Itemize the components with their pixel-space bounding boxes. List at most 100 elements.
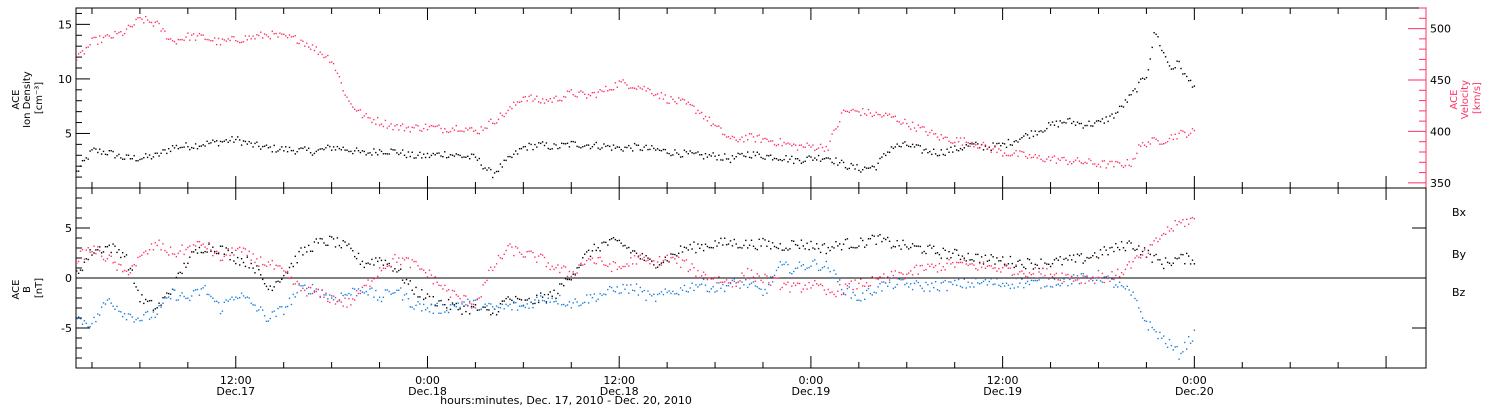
data-point (810, 156, 812, 158)
data-point (871, 294, 873, 296)
data-point (603, 143, 605, 145)
data-point (576, 96, 578, 98)
data-point (948, 251, 950, 253)
data-point (288, 146, 291, 149)
data-point (946, 136, 948, 139)
data-point (423, 298, 425, 301)
data-point (607, 144, 609, 147)
data-point (1115, 160, 1117, 163)
data-point (91, 251, 93, 253)
data-point (499, 257, 502, 259)
data-point (626, 284, 628, 286)
data-point (984, 145, 987, 147)
data-point (743, 155, 745, 157)
data-point (1005, 265, 1008, 267)
data-point (296, 292, 298, 294)
data-point (102, 36, 105, 39)
data-point (1178, 220, 1180, 223)
y2-tick-label: 350 (1430, 177, 1451, 190)
data-point (850, 280, 852, 282)
data-point (308, 147, 310, 149)
data-point (453, 155, 456, 157)
data-point (1124, 268, 1127, 270)
data-point (446, 157, 448, 159)
data-point (852, 164, 854, 166)
data-point (177, 272, 179, 274)
data-point (166, 152, 168, 155)
data-point (662, 148, 665, 151)
data-point (856, 110, 858, 112)
data-point (927, 245, 929, 247)
data-point (898, 121, 900, 123)
data-point (988, 265, 990, 267)
data-point (931, 129, 933, 132)
data-point (1168, 230, 1171, 232)
data-point (248, 267, 250, 269)
data-point (915, 144, 918, 146)
data-point (704, 153, 707, 155)
data-point (936, 136, 939, 138)
data-point (557, 292, 559, 295)
data-point (601, 242, 603, 244)
data-point (116, 269, 118, 271)
data-point (998, 148, 1000, 150)
data-point (1111, 246, 1113, 249)
data-point (164, 297, 166, 299)
data-point (612, 261, 615, 263)
data-point (992, 148, 994, 150)
data-point (1053, 124, 1056, 126)
data-point (944, 279, 946, 282)
data-point (1097, 257, 1100, 259)
data-point (938, 139, 941, 141)
data-point (150, 299, 153, 302)
data-point (829, 140, 831, 142)
data-point (373, 278, 375, 280)
data-point (783, 282, 785, 285)
data-point (87, 258, 89, 261)
data-point (273, 144, 275, 147)
data-point (520, 299, 523, 301)
data-point (438, 124, 440, 126)
data-point (854, 247, 856, 249)
data-point (1159, 238, 1161, 240)
data-point (522, 304, 525, 306)
data-point (871, 165, 873, 167)
data-point (549, 291, 551, 293)
data-point (1015, 140, 1017, 142)
data-point (298, 148, 300, 150)
data-point (998, 142, 1000, 144)
data-point (576, 272, 578, 274)
data-point (296, 42, 298, 44)
data-point (934, 281, 937, 283)
data-point (862, 285, 864, 287)
data-point (206, 293, 208, 296)
data-point (534, 299, 536, 301)
data-point (969, 259, 971, 261)
data-point (1170, 344, 1173, 347)
data-point (125, 28, 128, 30)
data-point (432, 312, 434, 314)
data-point (484, 303, 486, 305)
data-point (246, 256, 248, 258)
data-point (551, 148, 553, 150)
data-point (208, 142, 210, 145)
data-point (129, 313, 132, 316)
data-point (1147, 329, 1150, 331)
data-point (244, 265, 247, 268)
data-point (768, 283, 770, 286)
data-point (630, 147, 632, 149)
data-point (127, 154, 130, 156)
data-point (470, 127, 473, 129)
data-point (829, 291, 831, 294)
data-point (93, 245, 95, 247)
data-point (509, 106, 511, 108)
data-point (564, 305, 567, 307)
data-point (327, 244, 329, 246)
data-point (760, 156, 762, 159)
data-point (131, 158, 133, 160)
data-point (605, 241, 607, 244)
data-point (150, 158, 153, 160)
data-point (457, 130, 459, 132)
data-point (913, 266, 916, 269)
data-point (1071, 275, 1073, 278)
